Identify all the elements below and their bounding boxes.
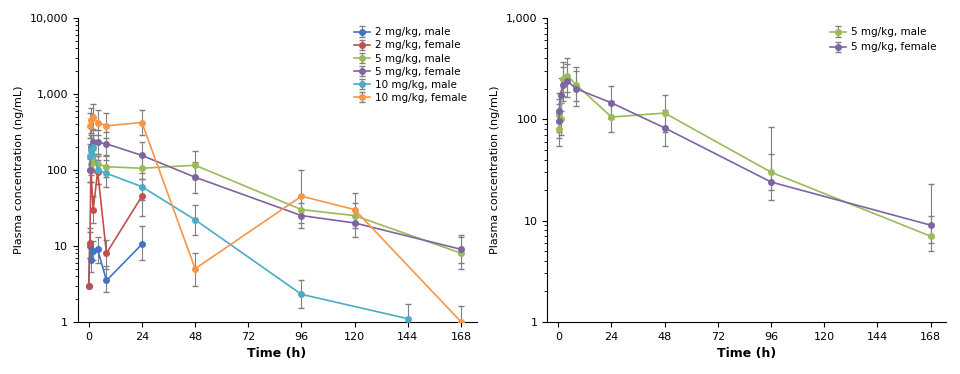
Y-axis label: Plasma concentration (ng/mL): Plasma concentration (ng/mL) (13, 86, 24, 254)
X-axis label: Time (h): Time (h) (717, 347, 777, 360)
X-axis label: Time (h): Time (h) (248, 347, 307, 360)
Legend: 5 mg/kg, male, 5 mg/kg, female: 5 mg/kg, male, 5 mg/kg, female (827, 23, 941, 56)
Y-axis label: Plasma concentration (ng/mL): Plasma concentration (ng/mL) (491, 86, 500, 254)
Legend: 2 mg/kg, male, 2 mg/kg, female, 5 mg/kg, male, 5 mg/kg, female, 10 mg/kg, male, : 2 mg/kg, male, 2 mg/kg, female, 5 mg/kg,… (350, 23, 471, 107)
